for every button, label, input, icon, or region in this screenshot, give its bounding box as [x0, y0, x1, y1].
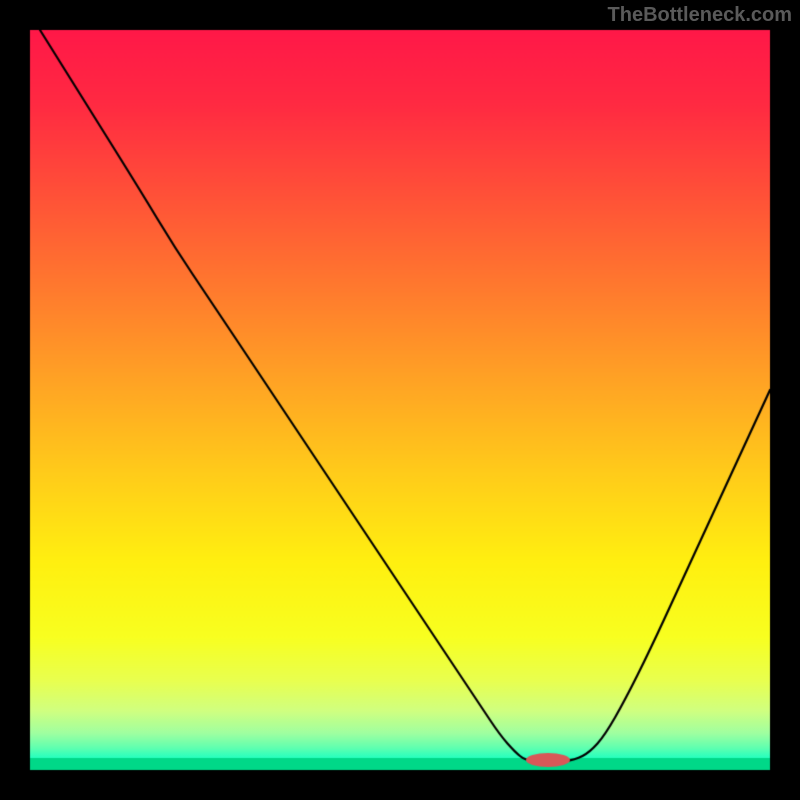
watermark-text: TheBottleneck.com: [608, 4, 792, 27]
bottleneck-chart: [0, 0, 800, 800]
